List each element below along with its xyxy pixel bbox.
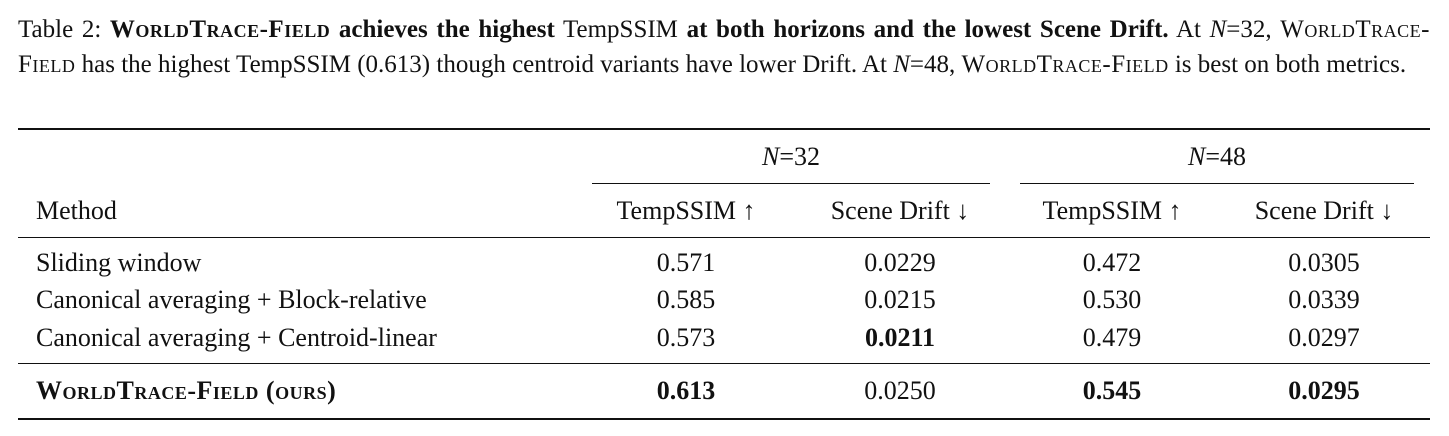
method-cell: Canonical averaging + Block-relative <box>36 285 427 315</box>
caption-text: , <box>1265 16 1272 43</box>
caption-value: (0.613) <box>357 51 431 78</box>
table-row: Canonical averaging + Centroid-linear 0.… <box>18 319 1430 363</box>
math-eq: =32 <box>1226 16 1266 43</box>
value-cell: 0.0211 <box>864 322 936 352</box>
header-row: Method TempSSIM ↑ Scene Drift ↓ TempSSIM… <box>18 184 1431 238</box>
value-cell: 0.573 <box>656 322 716 352</box>
value-cell: 0.0339 <box>1288 285 1360 315</box>
column-header: Method <box>18 184 578 238</box>
math-eq: =48 <box>1205 141 1247 171</box>
math-eq: =32 <box>779 141 821 171</box>
method-name: WorldTrace-Field <box>109 16 331 43</box>
value-cell: 0.479 <box>1082 322 1142 352</box>
metric-name: TempSSIM <box>236 51 351 78</box>
math-eq: =48 <box>909 51 950 78</box>
group-header: N=32 <box>578 129 1006 184</box>
column-header: TempSSIM ↑ <box>1006 184 1219 238</box>
column-header: Scene Drift ↓ <box>1218 184 1431 238</box>
caption-text: is best on both metrics. <box>1174 51 1407 78</box>
caption-label: Table 2: <box>18 16 102 43</box>
value-cell: 0.0297 <box>1288 322 1360 352</box>
caption-text: , <box>949 51 956 78</box>
caption-text: achieves the highest <box>338 16 555 43</box>
caption-text: has the highest <box>81 51 231 78</box>
caption-text: At <box>1175 16 1201 43</box>
value-cell: 0.571 <box>656 247 716 277</box>
caption: Table 2: WorldTrace-Field achieves the h… <box>18 12 1430 82</box>
method-name: WorldTrace-Field (ours) <box>36 375 337 405</box>
metric-name: TempSSIM <box>562 16 678 43</box>
math-var: N <box>893 51 910 78</box>
value-cell: 0.0305 <box>1288 247 1360 277</box>
method-cell: Sliding window <box>36 247 202 277</box>
column-header: TempSSIM ↑ <box>578 184 794 238</box>
math-var: N <box>1209 16 1227 43</box>
table-row: Canonical averaging + Block-relative 0.5… <box>18 282 1430 320</box>
method-cell: Canonical averaging + Centroid-linear <box>36 322 437 352</box>
group-header-row: N=32 N=48 <box>18 129 1430 184</box>
value-cell: 0.545 <box>1006 362 1219 419</box>
value-cell: 0.0215 <box>864 285 936 315</box>
group-rule: N=48 <box>1020 131 1415 184</box>
caption-text: at both horizons and the lowest Scene Dr… <box>686 16 1169 43</box>
method-cell: WorldTrace-Field (ours) <box>18 362 578 419</box>
group-header: N=48 <box>1006 129 1430 184</box>
empty-cell <box>18 129 578 184</box>
method-name: WorldTrace-Field <box>961 51 1169 78</box>
math-var: N <box>762 141 780 171</box>
results-table: N=32 N=48 Method TempSSIM ↑ Scene Drift … <box>18 128 1431 420</box>
math-var: N <box>1188 141 1206 171</box>
caption-text: though centroid variants have lower Drif… <box>436 51 887 78</box>
group-rule: N=32 <box>592 131 991 184</box>
value-cell: 0.530 <box>1082 285 1142 315</box>
value-cell: 0.0229 <box>864 247 936 277</box>
table-row: Sliding window 0.571 0.0229 0.472 0.0305 <box>18 238 1430 282</box>
value-cell: 0.0250 <box>794 362 1007 419</box>
value-cell: 0.613 <box>578 362 794 419</box>
value-cell: 0.0295 <box>1218 362 1431 419</box>
table-row: WorldTrace-Field (ours) 0.613 0.0250 0.5… <box>18 362 1431 419</box>
value-cell: 0.585 <box>656 285 716 315</box>
column-header: Scene Drift ↓ <box>794 184 1007 238</box>
value-cell: 0.472 <box>1082 247 1142 277</box>
method-name: WorldTrace-Field <box>18 16 1430 78</box>
